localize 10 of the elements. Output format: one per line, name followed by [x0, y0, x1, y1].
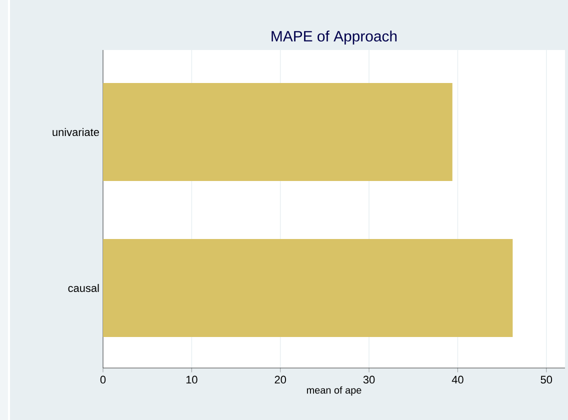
x-axis-title: mean of ape: [306, 386, 362, 396]
x-tick-label: 10: [186, 376, 198, 384]
chart-title: MAPE of Approach: [272, 30, 397, 44]
x-tick-label: 50: [540, 376, 552, 384]
y-tick-label: causal: [68, 284, 99, 292]
x-tick-label: 30: [363, 376, 375, 384]
x-tick-label: 0: [100, 376, 106, 384]
x-tick-label: 20: [274, 376, 286, 384]
y-tick-label: univariate: [52, 128, 99, 136]
x-tick-label: 40: [452, 376, 464, 384]
